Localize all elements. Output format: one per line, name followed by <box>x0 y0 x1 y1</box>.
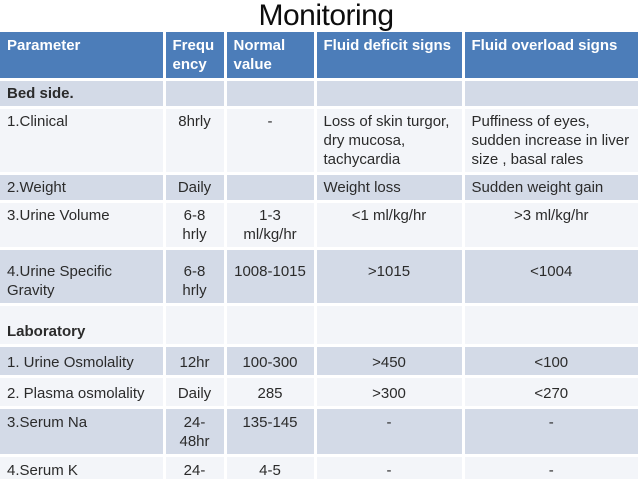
table-row-urine-osmolality: 1. Urine Osmolality 12hr 100-300 >450 <100 <box>0 344 638 378</box>
normal-value-cell: 100-300 <box>223 344 317 378</box>
normal-value-cell: 135-145 <box>223 406 317 457</box>
table-header-row: Parameter Frequency Normal value Fluid defi… <box>0 32 638 81</box>
parameter-cell: Laboratory <box>0 303 166 347</box>
fluid-overload-signs-cell: <100 <box>461 344 638 378</box>
table-row-urine-volume: 3.Urine Volume 6-8 hrly 1-3 ml/kg/hr <1 ml/… <box>0 200 638 250</box>
table-row-urine-specific-gravity: 4.Urine Specific Gravity 6-8 hrly 1008-101… <box>0 247 638 306</box>
fluid-deficit-signs-cell: - <box>313 406 465 457</box>
frequency-cell: Daily <box>162 172 227 203</box>
normal-value-cell <box>223 172 317 203</box>
table-row-serum-k: 4.Serum K24-48hr4-5-- <box>0 454 638 479</box>
frequency-cell: 24-48hr <box>162 454 227 479</box>
fluid-overload-signs-cell: - <box>461 406 638 457</box>
fluid-deficit-signs-cell <box>313 303 465 347</box>
fluid-deficit-signs-cell: <1 ml/kg/hr <box>313 200 465 250</box>
fluid-overload-signs-cell: Sudden weight gain <box>461 172 638 203</box>
parameter-cell: 4.Serum K <box>0 454 166 479</box>
frequency-cell: 12hr <box>162 344 227 378</box>
column-header-frequency: Frequency <box>162 32 227 81</box>
column-header-parameter: Parameter <box>0 32 166 81</box>
fluid-overload-signs-cell: Puffiness of eyes, sudden increase in li… <box>461 106 638 175</box>
parameter-cell: 3.Serum Na <box>0 406 166 457</box>
fluid-deficit-signs-cell: >450 <box>313 344 465 378</box>
column-header-fluid-deficit-signs: Fluid deficit signs <box>313 32 465 81</box>
frequency-cell: 6-8 hrly <box>162 200 227 250</box>
normal-value-cell <box>223 303 317 347</box>
table-body: Bed side. 1.Clinical 8hrly - Loss of skin tu… <box>0 78 638 479</box>
slide-title: Monitoring <box>258 0 394 32</box>
fluid-overload-signs-cell <box>461 303 638 347</box>
normal-value-cell: 285 <box>223 375 317 409</box>
monitoring-table: Parameter Frequency Normal value Fluid defi… <box>0 32 638 479</box>
table-row-serum-na: 3.Serum Na 24-48hr 135-145- - <box>0 406 638 457</box>
normal-value-cell: 1-3 ml/kg/hr <box>223 200 317 250</box>
fluid-deficit-signs-cell: Weight loss <box>313 172 465 203</box>
parameter-cell: 3.Urine Volume <box>0 200 166 250</box>
normal-value-cell: 4-5 <box>223 454 317 479</box>
fluid-deficit-signs-cell: >300 <box>313 375 465 409</box>
table-row-bed-side: Bed side. <box>0 78 638 109</box>
normal-value-cell <box>223 78 317 109</box>
fluid-deficit-signs-cell: >1015 <box>313 247 465 306</box>
fluid-overload-signs-cell: >3 ml/kg/hr <box>461 200 638 250</box>
fluid-deficit-signs-cell <box>313 78 465 109</box>
frequency-cell <box>162 303 227 347</box>
table-row-plasma-osmolality: 2. Plasma osmolality Daily 285 >300 <270 <box>0 375 638 409</box>
column-header-normal-value: Normal value <box>223 32 317 81</box>
frequency-cell: 8hrly <box>162 106 227 175</box>
parameter-cell: 1.Clinical <box>0 106 166 175</box>
frequency-cell: 24-48hr <box>162 406 227 457</box>
fluid-overload-signs-cell: - <box>461 454 638 479</box>
frequency-cell: 6-8 hrly <box>162 247 227 306</box>
parameter-cell: 2.Weight <box>0 172 166 203</box>
fluid-overload-signs-cell <box>461 78 638 109</box>
table-row-clinical: 1.Clinical 8hrly - Loss of skin turgor, dry… <box>0 106 638 175</box>
column-header-fluid-overload-signs: Fluid overload signs <box>461 32 638 81</box>
fluid-overload-signs-cell: <1004 <box>461 247 638 306</box>
fluid-overload-signs-cell: <270 <box>461 375 638 409</box>
fluid-deficit-signs-cell: - <box>313 454 465 479</box>
normal-value-cell: 1008-1015 <box>223 247 317 306</box>
parameter-cell: Bed side. <box>0 78 166 109</box>
frequency-cell <box>162 78 227 109</box>
table-row-weight: 2.Weight Daily Weight loss Sudden weight ga… <box>0 172 638 203</box>
parameter-cell: 4.Urine Specific Gravity <box>0 247 166 306</box>
parameter-cell: 2. Plasma osmolality <box>0 375 166 409</box>
table-row-laboratory: Laboratory <box>0 303 638 347</box>
fluid-deficit-signs-cell: Loss of skin turgor, dry mucosa, tachyca… <box>313 106 465 175</box>
parameter-cell: 1. Urine Osmolality <box>0 344 166 378</box>
normal-value-cell: - <box>223 106 317 175</box>
frequency-cell: Daily <box>162 375 227 409</box>
